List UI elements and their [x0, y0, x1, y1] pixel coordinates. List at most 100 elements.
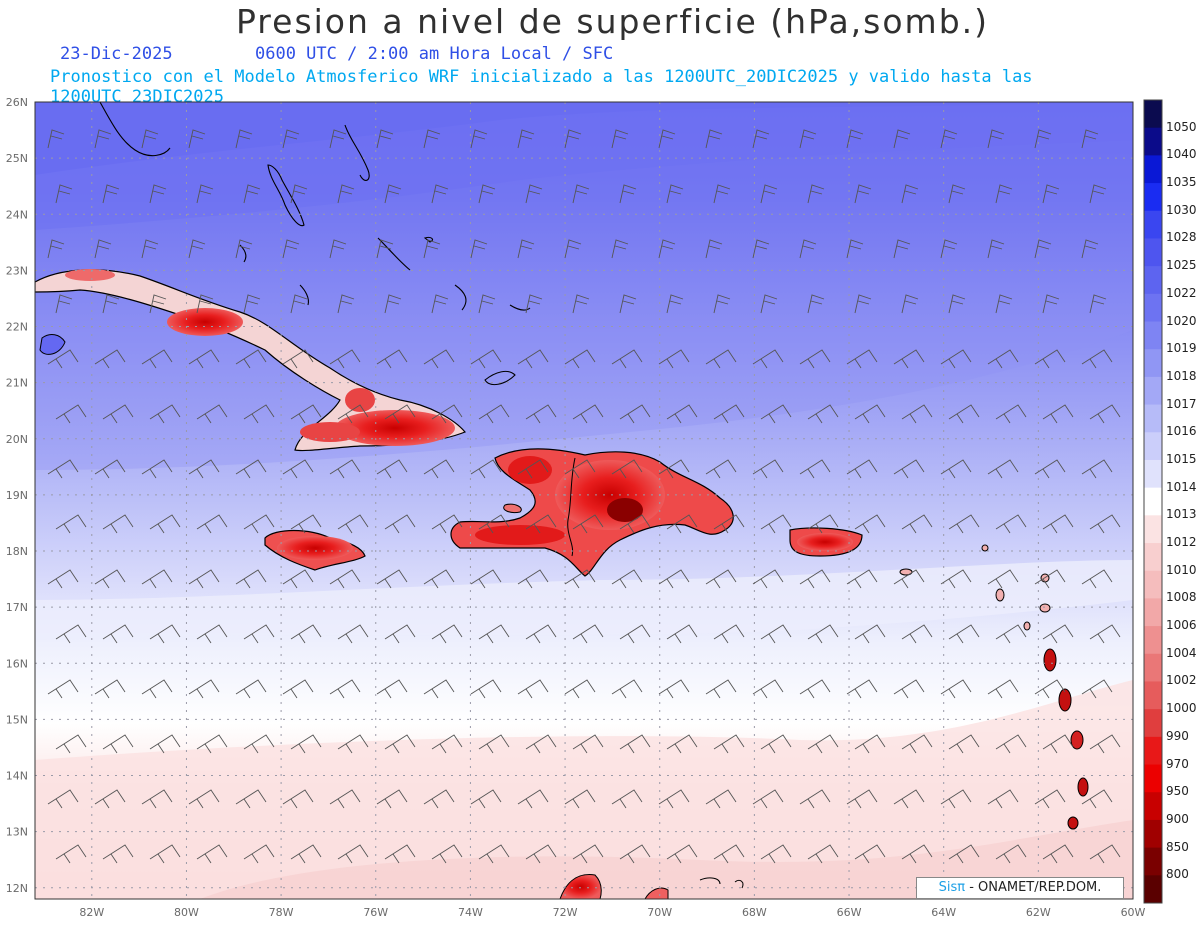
wind-barb [94, 239, 112, 259]
wind-barb [901, 404, 933, 424]
wind-barb [854, 844, 886, 864]
wind-barb [55, 294, 73, 314]
colorbar-swatch [1144, 487, 1162, 516]
wind-barb [478, 624, 510, 644]
wind-barb [196, 404, 228, 424]
wind-barb [102, 184, 120, 204]
wind-barb [948, 624, 980, 644]
wind-barb [987, 459, 1019, 479]
wind-barb [1042, 734, 1074, 754]
wind-barb [478, 844, 510, 864]
colorbar-swatch [1144, 376, 1162, 406]
wind-barb [423, 569, 455, 589]
lon-label: 72W [553, 906, 578, 919]
wind-barb [431, 734, 463, 754]
colorbar-level-label: 1050 [1166, 119, 1197, 134]
colorbar-swatch [1144, 459, 1162, 489]
wind-barb [282, 679, 314, 699]
colorbar-swatch [1144, 321, 1162, 350]
wind-barb [55, 734, 87, 754]
wind-barbs [47, 129, 1121, 864]
wind-barb [290, 184, 308, 204]
wind-barb [799, 129, 817, 149]
wind-barb [149, 514, 181, 534]
wind-barb [846, 459, 878, 479]
colorbar-level-label: 1028 [1166, 230, 1197, 245]
wind-barb [243, 294, 261, 314]
wind-barb [235, 789, 267, 809]
wind-barb [1089, 404, 1121, 424]
wind-barb [1081, 789, 1113, 809]
wind-barb [807, 734, 839, 754]
credit-text: - ONAMET/REP.DOM. [965, 880, 1102, 895]
wind-barb [611, 679, 643, 699]
wind-barb [948, 844, 980, 864]
wind-barb [846, 569, 878, 589]
wind-barb [995, 184, 1013, 204]
wind-barb [188, 459, 220, 479]
colorbar-level-label: 1004 [1166, 645, 1197, 660]
wind-barb [666, 294, 684, 314]
wind-barb [995, 734, 1027, 754]
south-america-coast [559, 874, 744, 899]
wind-barb [901, 734, 933, 754]
wind-barb [705, 129, 723, 149]
wind-barb [901, 844, 933, 864]
wind-barb [149, 844, 181, 864]
colorbar-level-label: 1014 [1166, 479, 1197, 494]
wind-barb [102, 294, 120, 314]
wind-barb [196, 294, 214, 314]
lat-label: 25N [6, 152, 28, 165]
wind-barb [384, 624, 416, 644]
wind-barb [948, 404, 980, 424]
wind-barb [619, 294, 637, 314]
wind-barb [141, 789, 173, 809]
wind-barb [431, 184, 449, 204]
wind-barb [188, 239, 206, 259]
wind-barb [196, 844, 228, 864]
wind-barb [901, 624, 933, 644]
wind-barb [1034, 349, 1066, 369]
colorbar-level-label: 900 [1166, 811, 1189, 826]
wind-barb [1042, 184, 1060, 204]
credit-brand: Sisπ [938, 880, 966, 895]
wind-barb [384, 514, 416, 534]
wind-barb [893, 129, 911, 149]
colorbar-swatch [1144, 792, 1162, 821]
jamaica-island [264, 529, 366, 571]
wind-barb [760, 184, 778, 204]
wind-barb [564, 459, 596, 479]
wind-barb [470, 679, 502, 699]
wind-barb [1042, 514, 1074, 534]
wind-barb [431, 844, 463, 864]
wind-barb [760, 624, 792, 644]
wind-barb [94, 679, 126, 699]
lon-label: 66W [837, 906, 862, 919]
wind-barb [948, 184, 966, 204]
wind-barb [196, 184, 214, 204]
wind-barb [1042, 294, 1060, 314]
wind-barb [854, 734, 886, 754]
lon-label: 80W [174, 906, 199, 919]
wind-barb [188, 129, 206, 149]
wind-barb [376, 679, 408, 699]
wind-barb [658, 789, 690, 809]
wind-barb [893, 679, 925, 699]
wind-barb [282, 349, 314, 369]
wind-barb [1081, 679, 1113, 699]
wind-barb [1089, 294, 1107, 314]
wind-barb [517, 239, 535, 259]
wind-barb [423, 239, 441, 259]
wind-barb [948, 734, 980, 754]
wind-barb [940, 349, 972, 369]
colorbar-level-label: 1012 [1166, 535, 1197, 550]
wind-barb [337, 514, 369, 534]
wind-barb [940, 129, 958, 149]
wind-barb [141, 459, 173, 479]
wind-barb [564, 789, 596, 809]
wind-barb [517, 569, 549, 589]
valid-time: 0600 UTC / 2:00 am Hora Local / SFC [255, 44, 614, 64]
lon-label: 60W [1121, 906, 1146, 919]
wind-barb [188, 349, 220, 369]
lat-label: 14N [6, 770, 28, 783]
